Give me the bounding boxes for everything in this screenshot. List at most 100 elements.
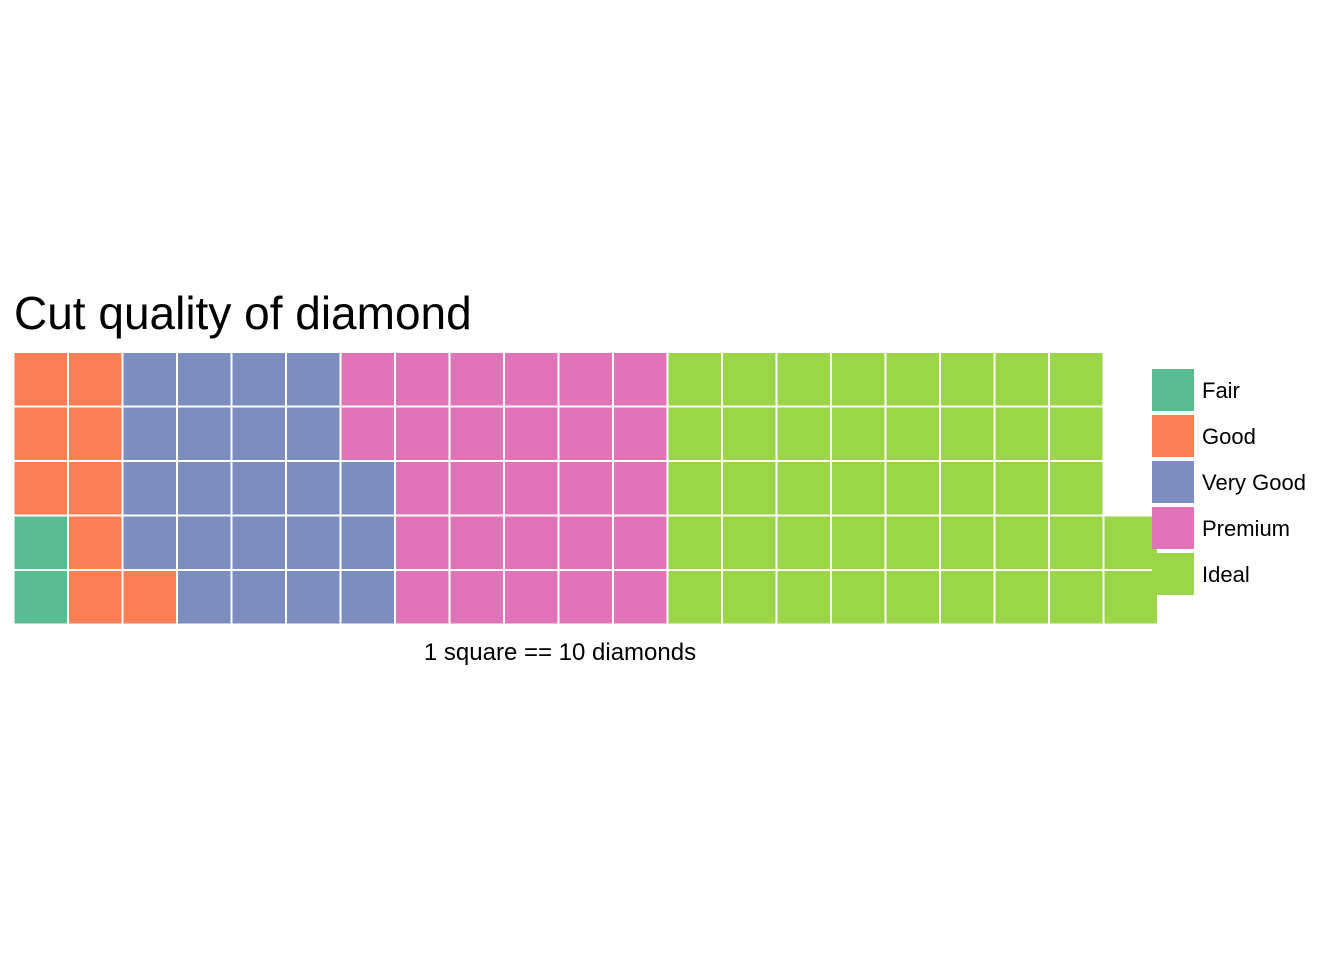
waffle-cell-ideal bbox=[995, 571, 1048, 624]
waffle-cell-very-good bbox=[287, 407, 340, 460]
waffle-cell-very-good bbox=[232, 462, 285, 515]
waffle-cell-ideal bbox=[941, 407, 994, 460]
waffle-cell-ideal bbox=[886, 353, 939, 406]
chart-title: Cut quality of diamond bbox=[14, 287, 472, 339]
waffle-cell-good bbox=[123, 571, 176, 624]
legend-key-very-good bbox=[1152, 461, 1194, 503]
waffle-cell-ideal bbox=[723, 571, 776, 624]
waffle-cell-ideal bbox=[668, 516, 721, 569]
waffle-cell-premium bbox=[614, 407, 667, 460]
waffle-cell-ideal bbox=[1050, 462, 1103, 515]
waffle-cell-good bbox=[69, 571, 122, 624]
waffle-cell-very-good bbox=[232, 353, 285, 406]
legend-key-premium bbox=[1152, 507, 1194, 549]
waffle-cell-very-good bbox=[123, 353, 176, 406]
waffle-cell-ideal bbox=[886, 516, 939, 569]
legend-key-fair bbox=[1152, 369, 1194, 411]
waffle-cell-ideal bbox=[941, 353, 994, 406]
waffle-cell-ideal bbox=[886, 462, 939, 515]
waffle-cell-premium bbox=[614, 516, 667, 569]
waffle-cell-premium bbox=[559, 407, 612, 460]
waffle-cell-premium bbox=[559, 353, 612, 406]
waffle-cell-good bbox=[69, 462, 122, 515]
waffle-cell-premium bbox=[505, 462, 558, 515]
waffle-cell-premium bbox=[614, 353, 667, 406]
waffle-cell-ideal bbox=[777, 407, 830, 460]
waffle-cell-ideal bbox=[723, 516, 776, 569]
waffle-cell-good bbox=[14, 462, 67, 515]
waffle-cell-premium bbox=[396, 353, 449, 406]
waffle-cell-very-good bbox=[178, 516, 231, 569]
waffle-cell-ideal bbox=[1104, 571, 1157, 624]
waffle-cell-premium bbox=[396, 571, 449, 624]
waffle-cell-premium bbox=[559, 516, 612, 569]
waffle-cell-very-good bbox=[123, 462, 176, 515]
legend-label-fair: Fair bbox=[1202, 378, 1240, 403]
waffle-cell-premium bbox=[450, 571, 503, 624]
waffle-cell-ideal bbox=[886, 571, 939, 624]
waffle-cell-good bbox=[69, 353, 122, 406]
waffle-cell-premium bbox=[505, 571, 558, 624]
legend-key-ideal bbox=[1152, 553, 1194, 595]
legend-label-good: Good bbox=[1202, 424, 1256, 449]
waffle-cell-ideal bbox=[995, 516, 1048, 569]
waffle-cell-ideal bbox=[995, 353, 1048, 406]
legend-key-good bbox=[1152, 415, 1194, 457]
waffle-cell-ideal bbox=[1050, 516, 1103, 569]
waffle-cell-premium bbox=[450, 516, 503, 569]
waffle-cell-fair bbox=[14, 571, 67, 624]
legend-label-ideal: Ideal bbox=[1202, 562, 1250, 587]
waffle-cell-ideal bbox=[1050, 407, 1103, 460]
waffle-cell-premium bbox=[450, 407, 503, 460]
waffle-cell-very-good bbox=[178, 462, 231, 515]
x-axis-label: 1 square == 10 diamonds bbox=[424, 639, 696, 666]
waffle-cell-ideal bbox=[1050, 353, 1103, 406]
waffle-cell-good bbox=[69, 407, 122, 460]
waffle-cell-ideal bbox=[941, 462, 994, 515]
waffle-cell-ideal bbox=[1104, 516, 1157, 569]
waffle-cell-good bbox=[14, 353, 67, 406]
waffle-cell-good bbox=[69, 516, 122, 569]
waffle-cells bbox=[14, 353, 1157, 624]
waffle-cell-premium bbox=[505, 353, 558, 406]
waffle-cell-ideal bbox=[832, 353, 885, 406]
waffle-cell-ideal bbox=[668, 462, 721, 515]
waffle-cell-very-good bbox=[123, 516, 176, 569]
legend-label-very-good: Very Good bbox=[1202, 470, 1306, 495]
waffle-cell-premium bbox=[559, 462, 612, 515]
waffle-cell-very-good bbox=[232, 407, 285, 460]
waffle-cell-very-good bbox=[341, 516, 394, 569]
waffle-cell-premium bbox=[614, 462, 667, 515]
waffle-cell-ideal bbox=[777, 353, 830, 406]
waffle-cell-very-good bbox=[287, 353, 340, 406]
waffle-cell-very-good bbox=[123, 407, 176, 460]
waffle-cell-ideal bbox=[886, 407, 939, 460]
waffle-cell-fair bbox=[14, 516, 67, 569]
waffle-cell-very-good bbox=[341, 571, 394, 624]
waffle-cell-ideal bbox=[832, 462, 885, 515]
waffle-cell-ideal bbox=[777, 571, 830, 624]
waffle-cell-premium bbox=[559, 571, 612, 624]
waffle-cell-premium bbox=[341, 353, 394, 406]
waffle-cell-very-good bbox=[341, 462, 394, 515]
waffle-cell-ideal bbox=[723, 407, 776, 460]
waffle-cell-premium bbox=[505, 516, 558, 569]
waffle-cell-ideal bbox=[668, 407, 721, 460]
legend-label-premium: Premium bbox=[1202, 516, 1290, 541]
waffle-cell-ideal bbox=[832, 516, 885, 569]
waffle-cell-very-good bbox=[287, 516, 340, 569]
waffle-cell-premium bbox=[396, 516, 449, 569]
waffle-cell-premium bbox=[450, 462, 503, 515]
waffle-cell-premium bbox=[450, 353, 503, 406]
waffle-cell-ideal bbox=[777, 462, 830, 515]
waffle-cell-ideal bbox=[832, 407, 885, 460]
waffle-cell-premium bbox=[505, 407, 558, 460]
waffle-cell-ideal bbox=[668, 353, 721, 406]
waffle-cell-very-good bbox=[178, 571, 231, 624]
waffle-cell-premium bbox=[341, 407, 394, 460]
waffle-cell-ideal bbox=[777, 516, 830, 569]
waffle-cell-ideal bbox=[668, 571, 721, 624]
waffle-cell-premium bbox=[396, 462, 449, 515]
waffle-cell-ideal bbox=[723, 462, 776, 515]
